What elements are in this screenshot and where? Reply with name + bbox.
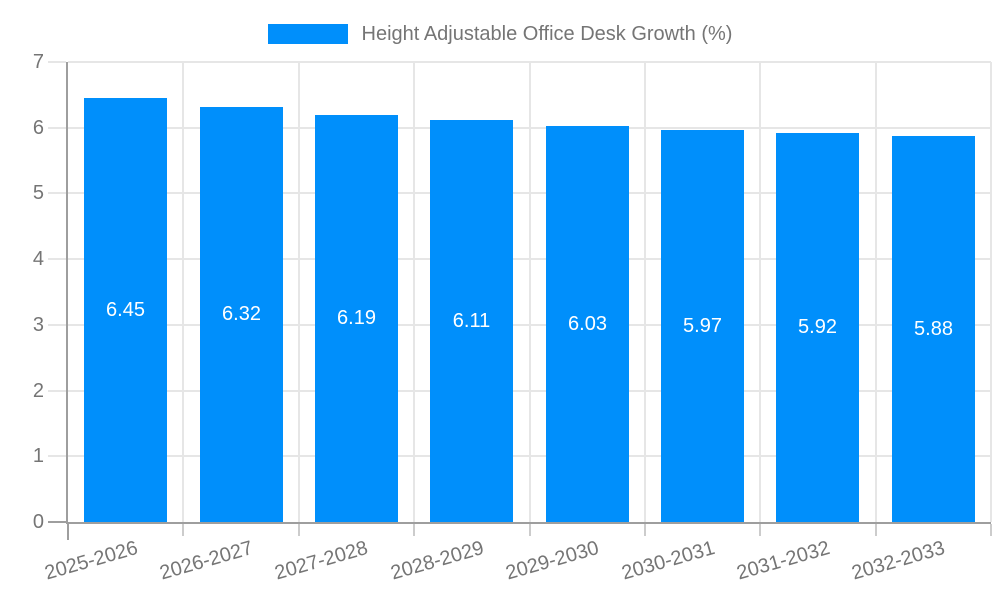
y-axis-tick <box>48 323 66 326</box>
x-axis-label: 2027-2028 <box>272 536 371 585</box>
bar[interactable]: 6.32 <box>200 107 283 522</box>
x-axis-tick <box>297 524 300 536</box>
gridline-vertical <box>182 62 185 522</box>
x-axis-tick <box>67 524 69 540</box>
y-axis-tick <box>48 455 66 458</box>
x-axis-label: 2028-2029 <box>388 536 487 585</box>
legend-swatch <box>267 24 348 44</box>
y-axis-label: 7 <box>32 51 44 73</box>
legend-label: Height Adjustable Office Desk Growth (%) <box>361 23 733 45</box>
x-axis-label: 2029-2030 <box>503 536 602 585</box>
y-axis-tick <box>48 192 66 195</box>
x-axis-tick <box>528 524 531 536</box>
y-axis-label: 6 <box>32 116 44 139</box>
bar[interactable]: 5.88 <box>892 136 975 522</box>
x-axis-label: 2025-2026 <box>42 536 141 585</box>
bar[interactable]: 6.11 <box>430 120 513 522</box>
x-axis-label: 2030-2031 <box>618 536 717 585</box>
bar-value-label: 6.11 <box>452 310 491 332</box>
bar-value-label: 5.97 <box>683 315 722 337</box>
bar-value-label: 6.45 <box>106 299 145 321</box>
x-axis-label: 2032-2033 <box>849 536 948 585</box>
y-axis-tick <box>48 61 66 63</box>
gridline-vertical <box>297 62 300 522</box>
chart-legend[interactable]: Height Adjustable Office Desk Growth (%) <box>0 20 1000 48</box>
y-axis-label: 0 <box>32 511 44 533</box>
y-axis-label: 2 <box>32 379 44 402</box>
x-axis-tick <box>413 524 416 536</box>
bar[interactable]: 6.45 <box>84 98 167 522</box>
y-axis-tick <box>48 521 66 523</box>
bar-value-label: 5.88 <box>914 318 953 340</box>
bar[interactable]: 6.19 <box>315 115 398 522</box>
y-axis-label: 3 <box>32 313 44 336</box>
bar[interactable]: 5.97 <box>661 130 744 522</box>
x-axis-label: 2026-2027 <box>157 536 256 585</box>
y-axis-label: 1 <box>32 445 44 468</box>
x-axis-label: 2031-2032 <box>734 536 833 585</box>
bar[interactable]: 5.92 <box>776 133 859 522</box>
y-axis-label: 5 <box>32 182 44 205</box>
x-axis-tick <box>182 524 185 536</box>
bar[interactable]: 6.03 <box>546 126 629 522</box>
x-axis-tick <box>643 524 646 536</box>
x-axis-tick <box>759 524 762 536</box>
gridline-vertical <box>643 62 646 522</box>
y-axis-tick <box>48 258 66 261</box>
plot-area: 6.45 6.32 6.19 6.11 6.03 5.97 5.92 5.88 <box>66 61 992 524</box>
bar-value-label: 6.32 <box>222 303 261 325</box>
gridline-vertical <box>528 62 531 522</box>
x-axis-tick <box>874 524 877 536</box>
bar-value-label: 6.19 <box>337 307 376 329</box>
y-axis-tick <box>48 126 66 129</box>
gridline-vertical <box>874 62 877 522</box>
y-axis-label: 4 <box>32 248 44 271</box>
x-axis-tick <box>990 524 992 536</box>
gridline-vertical <box>990 62 992 522</box>
bar-value-label: 5.92 <box>798 316 837 338</box>
y-axis-tick <box>48 389 66 392</box>
bar-value-label: 6.03 <box>568 313 607 335</box>
gridline-vertical <box>413 62 416 522</box>
gridline-vertical <box>759 62 762 522</box>
